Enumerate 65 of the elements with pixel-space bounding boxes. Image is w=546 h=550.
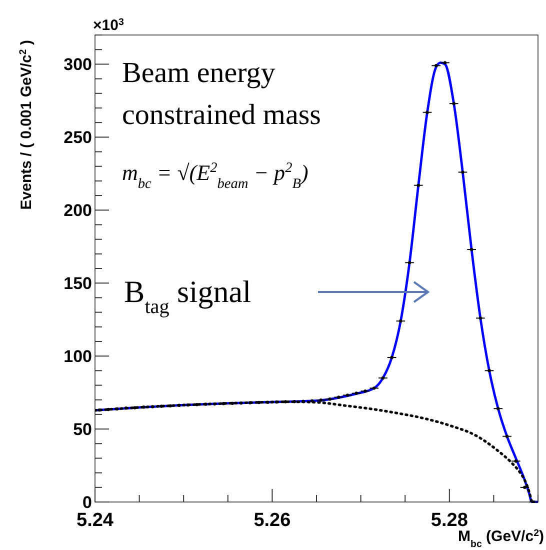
- point: [532, 500, 536, 503]
- point: [292, 400, 296, 404]
- point: [461, 170, 464, 174]
- point: [302, 400, 305, 403]
- point: [186, 403, 190, 407]
- y-tick-label: 200: [64, 201, 92, 220]
- point: [213, 402, 216, 406]
- point: [354, 392, 358, 395]
- annotation: B$_{tag}$ signal: [124, 274, 252, 318]
- point: [168, 404, 172, 408]
- point: [284, 400, 288, 404]
- point: [399, 319, 402, 323]
- point: [266, 400, 270, 404]
- point: [275, 400, 278, 404]
- point: [434, 64, 438, 68]
- y-tick-label: 50: [73, 420, 92, 439]
- point: [319, 398, 323, 402]
- y-tick-label: 0: [82, 492, 92, 512]
- point: [328, 398, 332, 401]
- point: [178, 404, 181, 407]
- point: [195, 403, 198, 406]
- point: [240, 401, 243, 405]
- point: [478, 316, 482, 320]
- point: [488, 369, 491, 372]
- point: [496, 407, 500, 410]
- annotation: constrained mass: [122, 99, 321, 131]
- y-tick-label: 300: [64, 55, 92, 74]
- point: [505, 434, 509, 438]
- x-tick-label: 5.26: [254, 510, 291, 531]
- point: [257, 400, 261, 404]
- line-series: [95, 62, 540, 503]
- point: [408, 261, 412, 264]
- point: [160, 404, 164, 408]
- point: [116, 407, 119, 410]
- point: [346, 394, 350, 397]
- point: [230, 402, 234, 405]
- y-tick-label: 100: [64, 347, 92, 366]
- point: [204, 402, 208, 406]
- point: [416, 184, 420, 187]
- point: [310, 399, 314, 402]
- point: [222, 402, 226, 406]
- y-tick-label: 250: [64, 128, 92, 148]
- point: [124, 406, 128, 410]
- x-tick-label: 5.24: [76, 510, 114, 531]
- y-tick-label: 150: [64, 274, 92, 294]
- point: [443, 61, 447, 64]
- point: [133, 406, 136, 410]
- point: [523, 486, 526, 490]
- text: ×10$^{3}$: [93, 16, 124, 34]
- point: [142, 406, 146, 409]
- point: [372, 386, 376, 390]
- point: [514, 460, 518, 463]
- point: [470, 248, 474, 252]
- point: [381, 376, 385, 380]
- point: [426, 110, 429, 114]
- point: [106, 408, 110, 412]
- annotation: Beam energy: [122, 57, 276, 89]
- point: [452, 102, 456, 106]
- point: [248, 401, 252, 404]
- text: m$_{bc}$ = √(E$^{2}$$_{beam}$ − p$^{2}$$_{B}$): [122, 160, 308, 192]
- point: [337, 396, 340, 399]
- point: [364, 389, 367, 393]
- point: [390, 356, 394, 360]
- point: [150, 405, 154, 408]
- point: [98, 408, 102, 412]
